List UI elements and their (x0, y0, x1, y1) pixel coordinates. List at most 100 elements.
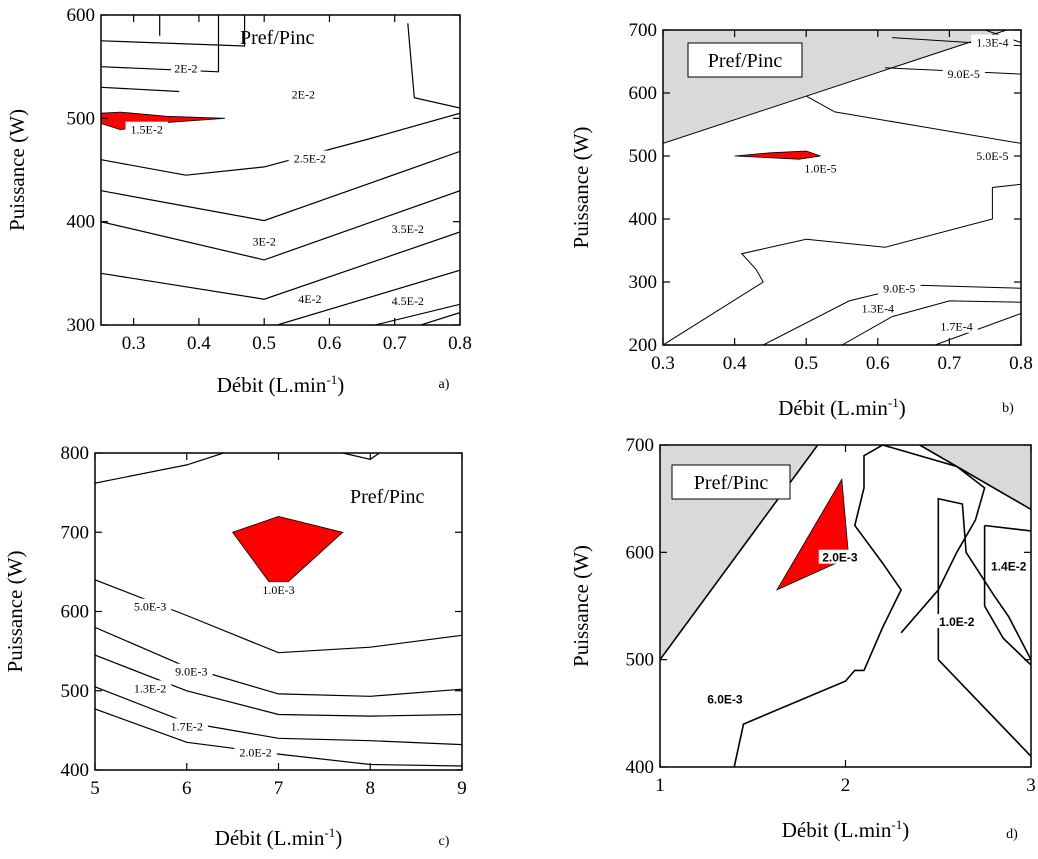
y-tick-label: 600 (67, 5, 96, 26)
panel-tag: d) (1006, 827, 1018, 842)
contour-label-bg (295, 291, 325, 306)
x-tick-label: 0.7 (938, 353, 962, 374)
contour-label: 4.5E-2 (392, 294, 424, 308)
x-axis-title-close: ) (337, 373, 344, 397)
x-tick-label: 3 (1026, 775, 1036, 796)
panel-tag: c) (439, 834, 450, 849)
x-axis-title-sup: -1 (888, 395, 899, 410)
contour-line (95, 708, 462, 767)
contour-label-bg (170, 663, 213, 678)
y-tick-label: 700 (626, 435, 655, 456)
y-tick-label: 500 (626, 650, 655, 671)
y-axis-title: Puissance (W) (5, 109, 29, 231)
contour-label-bg (971, 34, 1014, 49)
contour-line (407, 23, 460, 109)
contour-line (663, 30, 1007, 144)
contour-label-bg (971, 148, 1014, 162)
y-tick-label: 200 (629, 335, 658, 356)
panel-tag: a) (439, 377, 450, 392)
x-axis-title: Débit (L.min-1) (778, 395, 906, 420)
contour-label-bg (249, 233, 279, 248)
contour-line (95, 453, 224, 484)
y-tick-label: 400 (67, 212, 96, 233)
x-axis-title-main: Débit (L.min (217, 373, 327, 397)
contour-label: 1.4E-2 (991, 559, 1027, 573)
contour-label-bg (818, 549, 862, 564)
y-tick-label: 600 (61, 602, 90, 623)
contour-line (101, 112, 460, 176)
contour-label: 2E-2 (174, 62, 197, 76)
x-axis-title-sup: -1 (324, 825, 335, 840)
contour-label-bg (942, 66, 985, 81)
contour-label-bg (128, 598, 172, 613)
y-tick-label: 800 (61, 443, 90, 464)
contour-label-bg (878, 280, 921, 295)
contour-line (984, 524, 1031, 532)
x-axis-title-close: ) (902, 818, 909, 842)
y-tick-label: 300 (629, 272, 658, 293)
x-axis-title-sup: -1 (891, 817, 902, 832)
plot-area: 1.0E-3 5.0E-3 9.0E-3 1.3E-2 1.7E-2 2.0E-2 (95, 453, 462, 767)
contour-label: 2.5E-2 (294, 152, 326, 166)
contour-line (841, 300, 1021, 345)
contour-label: 3.5E-2 (392, 222, 424, 236)
y-axis-title: Puissance (W) (569, 127, 593, 249)
contour-label-bg (987, 558, 1030, 573)
y-axis-title: Puissance (W) (3, 551, 27, 673)
contour-label: 1.3E-4 (976, 36, 1008, 50)
contour-label: 4E-2 (298, 292, 321, 306)
x-axis-title-sup: -1 (326, 372, 337, 387)
plot-area: 2E-2 2E-2 1.5E-2 2.5E-2 3E-2 3.5E-2 4E-2 4.5E-2 (101, 15, 460, 325)
x-tick-label: 7 (274, 778, 284, 799)
y-tick-label: 300 (67, 315, 96, 336)
contour-label-bg (386, 293, 429, 308)
x-axis-title-close: ) (899, 396, 906, 420)
contour-label: 1.0E-5 (804, 162, 836, 176)
contour-line (374, 303, 460, 325)
plot-frame (662, 29, 1022, 346)
x-tick-label: 0.3 (122, 333, 146, 354)
contour-label: 1.0E-3 (262, 583, 294, 597)
contour-label-bg (799, 160, 842, 175)
contour-label: 1.3E-2 (134, 681, 166, 695)
panel-d: 2.0E-3 1.4E-2 1.0E-2 6.0E-3 1 2 3 400 500 600 700 D… (569, 435, 1036, 842)
contour-line (342, 453, 380, 460)
x-tick-label: 0.5 (794, 353, 818, 374)
x-tick-label: 0.8 (448, 333, 472, 354)
panel-b: 1.3E-4 9.0E-5 1.0E-5 5.0E-5 9.0E-5 1.3E-4 1.7E… (569, 20, 1033, 420)
y-axis-title: Puissance (W) (569, 545, 593, 667)
x-tick-label: 0.5 (252, 333, 276, 354)
contour-label: 2E-2 (292, 88, 315, 102)
contour-label-bg (128, 680, 172, 695)
panel-tag: b) (1002, 401, 1014, 416)
panel-c: 1.0E-3 5.0E-3 9.0E-3 1.3E-2 1.7E-2 2.0E-2 5 6 7 8… (3, 443, 467, 850)
contour-line (420, 312, 460, 325)
x-axis-title: Débit (L.min-1) (782, 817, 910, 842)
contour-label: 5.0E-5 (976, 149, 1008, 163)
contour-line (277, 269, 460, 325)
x-tick-label: 8 (366, 778, 376, 799)
contour-label-bg (234, 744, 277, 759)
x-tick-label: 9 (457, 778, 467, 799)
x-tick-label: 0.7 (383, 333, 407, 354)
contour-label: 1.7E-2 (171, 719, 203, 733)
x-axis-title-main: Débit (L.min (778, 396, 888, 420)
contour-label: 5.0E-3 (134, 600, 166, 614)
contour-line (101, 15, 246, 47)
legend-label: Pref/Pinc (240, 27, 315, 49)
contour-label: 1.7E-4 (940, 320, 972, 334)
x-tick-label: 0.4 (723, 353, 747, 374)
x-tick-label: 0.8 (1009, 353, 1033, 374)
contour-label-bg (165, 718, 208, 733)
contour-label: 9.0E-5 (948, 67, 980, 81)
y-tick-label: 500 (61, 681, 90, 702)
contour-line (663, 183, 1021, 345)
contour-label: 6.0E-3 (707, 692, 743, 706)
y-tick-label: 700 (61, 522, 90, 543)
contour-line (660, 445, 819, 661)
y-tick-label: 700 (629, 20, 658, 41)
y-tick-label: 600 (629, 83, 658, 104)
contour-line (805, 95, 1021, 144)
contour-line (937, 497, 1031, 661)
